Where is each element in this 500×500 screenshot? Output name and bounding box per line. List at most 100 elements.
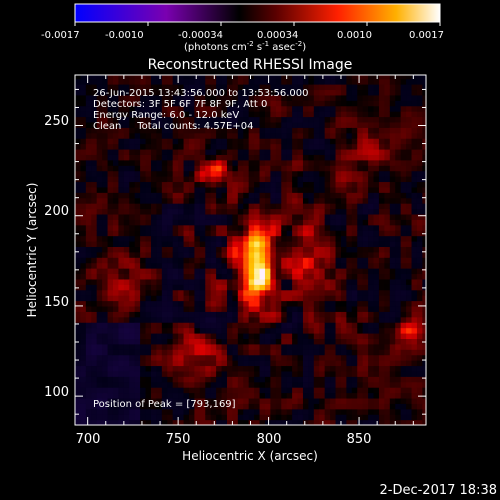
heatmap-cell bbox=[172, 224, 179, 231]
heatmap-cell bbox=[400, 116, 407, 123]
heatmap-cell bbox=[118, 419, 125, 425]
heatmap-cell bbox=[188, 240, 196, 247]
heatmap-cell bbox=[292, 116, 299, 123]
heatmap-cell bbox=[221, 354, 228, 361]
heatmap-cell bbox=[178, 365, 185, 372]
heatmap-cell bbox=[384, 289, 391, 296]
heatmap-cell bbox=[368, 332, 375, 339]
heatmap-cell bbox=[270, 268, 277, 275]
heatmap-cell bbox=[411, 408, 418, 415]
heatmap-cell bbox=[406, 251, 413, 258]
heatmap-cell bbox=[167, 186, 174, 193]
heatmap-cell bbox=[324, 419, 331, 425]
heatmap-cell bbox=[346, 403, 353, 410]
heatmap-cell bbox=[91, 305, 98, 312]
heatmap-cell bbox=[243, 403, 250, 410]
heatmap-cell bbox=[96, 148, 103, 155]
heatmap-cell bbox=[150, 181, 158, 188]
heatmap-cell bbox=[297, 322, 304, 329]
heatmap-cell bbox=[324, 300, 331, 307]
heatmap-cell bbox=[129, 159, 136, 166]
heatmap-cell bbox=[400, 224, 407, 231]
heatmap-cell bbox=[210, 251, 217, 258]
heatmap-cell bbox=[80, 311, 87, 318]
heatmap-cell bbox=[313, 165, 320, 172]
heatmap-cell bbox=[199, 278, 206, 285]
heatmap-cell bbox=[102, 170, 109, 177]
heatmap-cell bbox=[112, 148, 120, 155]
heatmap-cell bbox=[340, 278, 347, 285]
heatmap-cell bbox=[400, 305, 407, 312]
heatmap-cell bbox=[411, 186, 418, 193]
heatmap-cell bbox=[395, 354, 402, 361]
heatmap-cell bbox=[232, 197, 239, 204]
heatmap-cell bbox=[313, 278, 320, 285]
heatmap-cell bbox=[297, 419, 304, 425]
heatmap-cell bbox=[167, 338, 174, 345]
heatmap-cell bbox=[156, 246, 163, 253]
heatmap-cell bbox=[80, 138, 87, 145]
heatmap-cell bbox=[243, 322, 250, 329]
heatmap-cell bbox=[286, 186, 293, 193]
heatmap-cell bbox=[188, 343, 196, 350]
heatmap-cell bbox=[302, 203, 309, 210]
heatmap-cell bbox=[145, 240, 152, 247]
heatmap-cell bbox=[85, 165, 92, 172]
heatmap-cell bbox=[378, 273, 385, 280]
heatmap-cell bbox=[324, 278, 331, 285]
heatmap-cell bbox=[264, 414, 271, 421]
heatmap-cell bbox=[178, 186, 185, 193]
heatmap-cell bbox=[270, 360, 277, 367]
heatmap-cell bbox=[395, 419, 402, 425]
heatmap-cell bbox=[422, 262, 426, 269]
heatmap-cell bbox=[199, 89, 206, 96]
heatmap-cell bbox=[259, 197, 266, 204]
heatmap-cell bbox=[319, 365, 326, 372]
heatmap-cell bbox=[340, 121, 347, 128]
heatmap-cell bbox=[194, 332, 201, 339]
heatmap-cell bbox=[422, 408, 426, 415]
heatmap-cell bbox=[80, 262, 87, 269]
heatmap-cell bbox=[362, 213, 369, 220]
heatmap-cell bbox=[91, 278, 98, 285]
heatmap-cell bbox=[161, 176, 168, 183]
heatmap-cell bbox=[346, 392, 353, 399]
heatmap-cell bbox=[313, 84, 320, 91]
heatmap-cell bbox=[384, 240, 391, 247]
heatmap-cell bbox=[123, 186, 130, 193]
heatmap-cell bbox=[411, 94, 418, 101]
heatmap-cell bbox=[172, 116, 179, 123]
heatmap-cell bbox=[91, 300, 98, 307]
heatmap-cell bbox=[281, 251, 288, 258]
heatmap-cell bbox=[161, 78, 168, 85]
heatmap-cell bbox=[194, 414, 201, 421]
heatmap-cell bbox=[96, 78, 103, 85]
heatmap-cell bbox=[373, 105, 380, 112]
heatmap-cell bbox=[150, 257, 158, 264]
heatmap-cell bbox=[411, 332, 418, 339]
heatmap-cell bbox=[254, 100, 261, 107]
heatmap-cell bbox=[351, 273, 358, 280]
heatmap-cell bbox=[389, 376, 396, 383]
heatmap-cell bbox=[378, 127, 385, 134]
heatmap-cell bbox=[199, 219, 206, 226]
heatmap-cell bbox=[156, 127, 163, 134]
heatmap-cell bbox=[134, 278, 141, 285]
heatmap-cell bbox=[373, 365, 380, 372]
heatmap-cell bbox=[302, 105, 309, 112]
heatmap-cell bbox=[416, 75, 423, 80]
heatmap-cell bbox=[123, 370, 130, 377]
heatmap-cell bbox=[188, 176, 196, 183]
heatmap-cell bbox=[221, 284, 228, 291]
heatmap-cell bbox=[275, 322, 282, 329]
heatmap-cell bbox=[199, 94, 206, 101]
heatmap-cell bbox=[313, 89, 320, 96]
heatmap-cell bbox=[172, 381, 179, 388]
heatmap-cell bbox=[102, 365, 109, 372]
heatmap-cell bbox=[226, 235, 234, 242]
heatmap-cell bbox=[406, 121, 413, 128]
heatmap-cell bbox=[248, 116, 255, 123]
heatmap-cell bbox=[368, 213, 375, 220]
heatmap-cell bbox=[129, 397, 136, 404]
heatmap-cell bbox=[134, 192, 141, 199]
